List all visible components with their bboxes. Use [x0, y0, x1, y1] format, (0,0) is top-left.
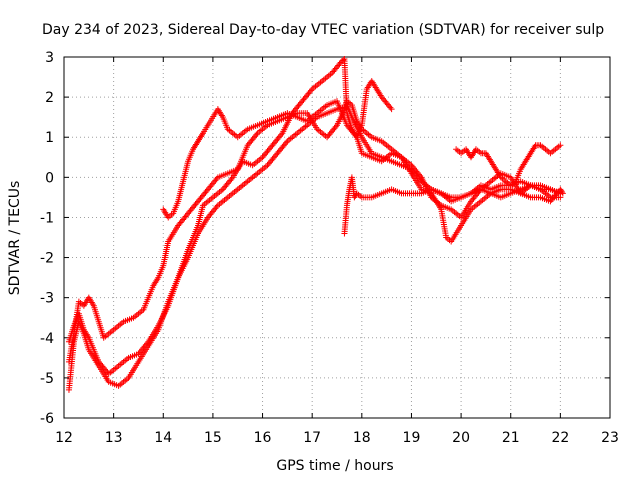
- y-tick-label: 1: [45, 130, 54, 146]
- x-tick-label: 18: [353, 430, 371, 446]
- series-track-6: [453, 142, 564, 189]
- chart-title: Day 234 of 2023, Sidereal Day-to-day VTE…: [42, 22, 604, 38]
- y-tick-label: -5: [40, 371, 54, 387]
- y-tick-label: -2: [40, 251, 54, 267]
- y-tick-label: -6: [40, 411, 54, 427]
- x-tick-label: 23: [601, 430, 619, 446]
- series-track-2: [65, 102, 564, 365]
- y-tick-label: -3: [40, 291, 54, 307]
- series-track-5: [341, 174, 564, 237]
- data-point-marker: [340, 57, 347, 64]
- series-track-3: [65, 56, 564, 377]
- data-point-marker: [557, 142, 564, 149]
- y-tick-label: 2: [45, 90, 54, 106]
- x-tick-label: 20: [452, 430, 470, 446]
- x-tick-label: 14: [154, 430, 172, 446]
- x-tick-label: 16: [254, 430, 272, 446]
- y-axis-label: SDTVAR / TECUs: [7, 181, 23, 296]
- x-tick-label: 19: [403, 430, 421, 446]
- data-markers: [65, 56, 566, 393]
- series-track-4: [160, 78, 395, 221]
- x-axis-label: GPS time / hours: [276, 458, 393, 474]
- x-tick-label: 21: [502, 430, 520, 446]
- y-tick-label: -4: [40, 331, 54, 347]
- x-tick-label: 13: [105, 430, 123, 446]
- data-point-marker: [557, 190, 564, 197]
- x-tick-label: 15: [204, 430, 222, 446]
- x-tick-label: 22: [551, 430, 569, 446]
- y-tick-label: 0: [45, 170, 54, 186]
- y-tick-label: -1: [40, 210, 54, 226]
- plot-frame: [63, 56, 611, 419]
- x-tick-label: 12: [55, 430, 73, 446]
- y-tick-label: 3: [45, 50, 54, 66]
- data-point-marker: [388, 106, 395, 113]
- x-tick-label: 17: [303, 430, 321, 446]
